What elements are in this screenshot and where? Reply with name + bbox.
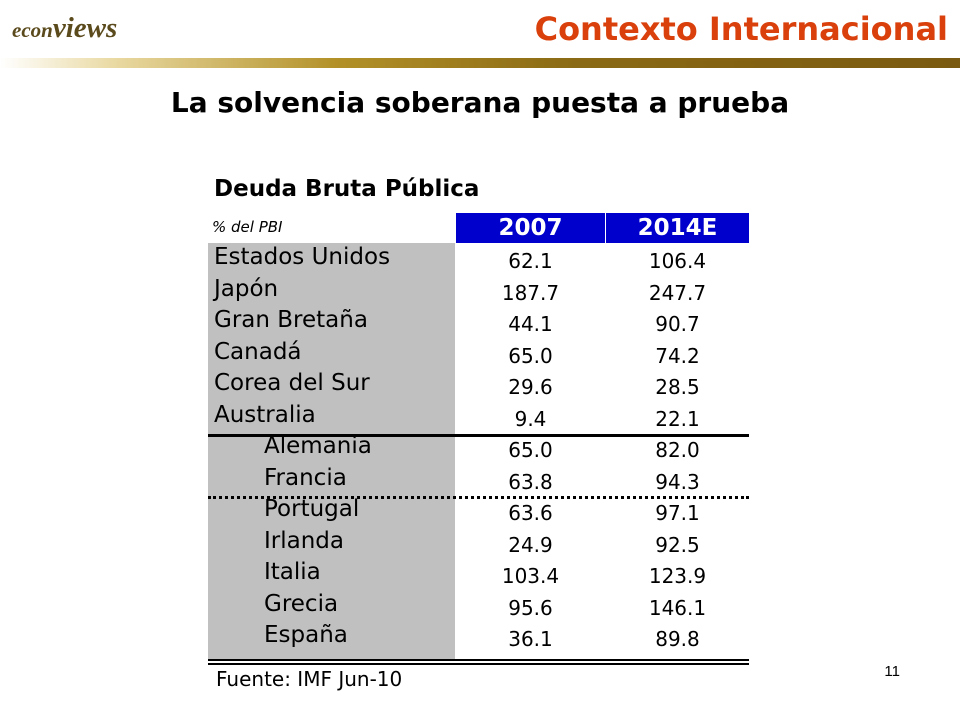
country-name: Japón	[214, 275, 279, 302]
group-separator-solid	[208, 434, 749, 437]
page-number: 11	[884, 663, 900, 680]
table-row: Grecia 95.6 146.1	[0, 590, 960, 621]
table-row: Canadá 65.0 74.2	[0, 338, 960, 369]
group-separator-dotted	[208, 496, 749, 499]
value-2014e: 97.1	[655, 501, 700, 525]
logo-text-views: views	[52, 12, 118, 44]
value-2007: 24.9	[508, 532, 553, 557]
econviews-logo: econviews	[12, 12, 117, 45]
value-2007: 62.1	[508, 249, 553, 273]
value-2014e: 123.9	[648, 564, 707, 588]
value-2014e: 247.7	[648, 280, 707, 305]
country-name: Italia	[264, 559, 321, 585]
country-name: Irlanda	[264, 527, 344, 554]
value-2014e: 106.4	[648, 249, 707, 273]
table-title: Deuda Bruta Pública	[214, 176, 480, 202]
value-2014e: 82.0	[655, 438, 700, 462]
value-2014e: 28.5	[655, 375, 700, 399]
logo-text-econ: econ	[12, 18, 53, 42]
country-column-background	[208, 243, 455, 661]
slide-title: La solvencia soberana puesta a prueba	[170, 86, 790, 119]
value-2007: 63.8	[508, 469, 553, 494]
table-subtitle: % del PBI	[212, 218, 283, 236]
value-2007: 36.1	[508, 627, 553, 651]
source-note: Fuente: IMF Jun-10	[216, 667, 403, 691]
table-row: España 36.1 89.8	[0, 621, 960, 652]
value-2007: 65.0	[508, 438, 553, 462]
value-2007: 9.4	[514, 406, 547, 431]
value-2007: 44.1	[508, 312, 553, 336]
table-row: Alemania 65.0 82.0	[0, 432, 960, 463]
table-row: Irlanda 24.9 92.5	[0, 527, 960, 558]
table-row: Italia 103.4 123.9	[0, 558, 960, 589]
value-2014e: 94.3	[655, 469, 700, 494]
table-row: Japón 187.7 247.7	[0, 275, 960, 306]
header-divider-bar	[0, 58, 960, 68]
value-2007: 103.4	[501, 564, 560, 588]
table-row: Australia 9.4 22.1	[0, 401, 960, 432]
country-name: Corea del Sur	[214, 370, 370, 396]
value-2014e: 89.8	[655, 627, 700, 651]
value-2014e: 90.7	[655, 312, 700, 336]
country-name: Canadá	[214, 338, 302, 365]
table-bottom-rule-2	[208, 663, 749, 665]
section-title: Contexto Internacional	[534, 10, 948, 48]
value-2014e: 146.1	[648, 595, 707, 620]
table-bottom-rule	[208, 659, 749, 661]
column-header-2014e: 2014E	[606, 213, 749, 243]
country-name: Australia	[214, 401, 316, 428]
column-header-2007: 2007	[456, 213, 605, 243]
value-2014e: 22.1	[655, 406, 700, 431]
country-name: Grecia	[264, 590, 339, 617]
country-name: Portugal	[264, 496, 360, 522]
country-name: Alemania	[264, 433, 372, 459]
value-2007: 65.0	[508, 343, 553, 368]
table-row: Estados Unidos 62.1 106.4	[0, 243, 960, 274]
table-row: Gran Bretaña 44.1 90.7	[0, 306, 960, 337]
country-name: Francia	[264, 464, 347, 491]
table-row: Portugal 63.6 97.1	[0, 495, 960, 526]
value-2014e: 92.5	[655, 532, 700, 557]
value-2007: 95.6	[508, 595, 553, 620]
value-2014e: 74.2	[655, 343, 700, 368]
country-name: Gran Bretaña	[214, 307, 368, 333]
value-2007: 187.7	[501, 280, 560, 305]
table-row: Francia 63.8 94.3	[0, 464, 960, 495]
value-2007: 29.6	[508, 375, 553, 399]
country-name: Estados Unidos	[214, 244, 391, 270]
country-name: España	[264, 622, 348, 648]
table-row: Corea del Sur 29.6 28.5	[0, 369, 960, 400]
value-2007: 63.6	[508, 501, 553, 525]
